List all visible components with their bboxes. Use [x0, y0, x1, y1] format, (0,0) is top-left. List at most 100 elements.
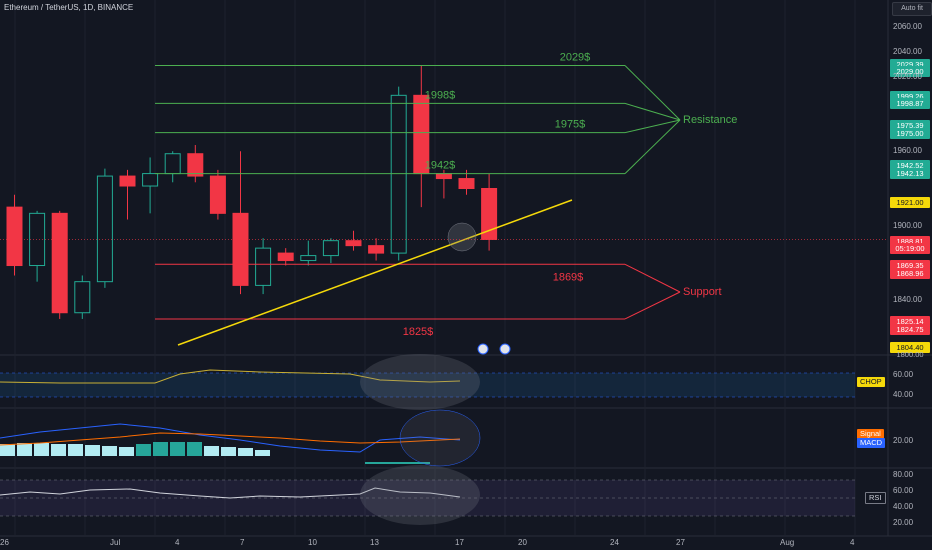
date-tick: 24: [610, 538, 619, 547]
rsi-line: [0, 487, 461, 499]
candle-body: [458, 178, 475, 189]
macd-hist-bar: [365, 462, 430, 464]
macd-hist-bar: [85, 445, 100, 456]
highlight-circle: [447, 222, 477, 252]
rsi-tick: 40.00: [893, 502, 914, 511]
candle-body: [277, 252, 294, 262]
macd-tag: MACD: [857, 438, 886, 448]
macd-hist-bar: [136, 444, 151, 456]
candle-body: [232, 212, 249, 286]
resistance-pointer: [624, 119, 681, 134]
price-tick: 2060.00: [893, 22, 922, 31]
candle-body: [187, 153, 204, 177]
resistance-pointer: [624, 102, 681, 121]
highlight-ellipse: [360, 354, 480, 410]
symbol-title: Ethereum / TetherUS, 1D, BINANCE: [4, 3, 134, 12]
signal-line: [0, 432, 461, 446]
rsi-tick: 80.00: [893, 470, 914, 479]
macd-hist-bar: [221, 447, 236, 456]
price-tick: 1960.00: [893, 146, 922, 156]
price-tick: 2020.00: [893, 71, 922, 81]
rsi-tick: 60.00: [893, 486, 914, 495]
resistance-pointer: [624, 65, 681, 121]
candle-body: [255, 247, 272, 286]
price-tag: 1942.13: [890, 168, 930, 179]
highlight-ellipse: [360, 465, 480, 525]
candle-body: [29, 212, 46, 267]
candle-body: [345, 240, 362, 247]
macd-hist-bar: [238, 448, 253, 456]
date-tick: 17: [455, 538, 464, 547]
macd-hist-bar: [119, 447, 134, 456]
macd-hist-bar: [170, 442, 185, 456]
macd-hist-bar: [204, 446, 219, 456]
price-tag: 1999.26: [890, 91, 930, 102]
resistance-pointer: [624, 119, 681, 174]
price-tag: 2029.39: [890, 59, 930, 70]
price-tag: 2029.00: [890, 66, 930, 77]
resistance-level-label: 1942$: [425, 160, 456, 172]
rsi-tick: 20.00: [893, 518, 914, 527]
highlight-ellipse: [399, 409, 481, 467]
price-tag: 1975.39: [890, 120, 930, 131]
chop-tick: 40.00: [893, 390, 914, 399]
macd-hist-bar: [68, 444, 83, 456]
support-pointer: [624, 263, 681, 293]
candle-body: [51, 212, 68, 314]
chop-tag: CHOP: [857, 377, 885, 387]
price-tag: 1869.35: [890, 260, 930, 271]
resistance-level-label: 2029$: [560, 52, 591, 64]
date-tick: 7: [240, 538, 245, 547]
support-pointer: [624, 291, 681, 320]
price-tag: 1975.00: [890, 128, 930, 139]
date-tick: 13: [370, 538, 379, 547]
resistance-label: Resistance: [683, 114, 737, 126]
candle-body: [74, 281, 91, 314]
price-tag: 1824.75: [890, 324, 930, 335]
date-tick: 27: [676, 538, 685, 547]
candle-body: [435, 173, 452, 180]
macd-hist-bar: [102, 446, 117, 456]
macd-line: [0, 423, 461, 453]
macd-hist-bar: [17, 443, 32, 456]
date-tick: 10: [308, 538, 317, 547]
price-tag: 1825.14: [890, 316, 930, 327]
candle-body: [209, 175, 226, 214]
auto-fit-button[interactable]: Auto fit: [892, 2, 932, 16]
macd-hist-bar: [187, 442, 202, 456]
resistance-level-label: 1975$: [555, 119, 586, 131]
date-tick: 4: [175, 538, 180, 547]
price-tag: 1888.81: [890, 236, 930, 247]
macd-hist-bar: [34, 443, 49, 456]
price-tag: 1942.52: [890, 160, 930, 171]
candle-body: [390, 94, 407, 254]
date-tick: 4: [850, 538, 855, 547]
chop-line: [0, 369, 461, 384]
price-tag: 1868.96: [890, 268, 930, 279]
event-flag-icon: [499, 343, 511, 355]
price-tag: 05:19:00: [890, 243, 930, 254]
support-level-label: 1825$: [403, 326, 434, 338]
price-tick: 1840.00: [893, 295, 922, 305]
event-flag-icon: [477, 343, 489, 355]
macd-hist-bar: [0, 444, 15, 456]
date-tick: 20: [518, 538, 527, 547]
candle-body: [142, 173, 159, 187]
date-tick: 26: [0, 538, 9, 547]
macd-hist-bar: [255, 450, 270, 456]
date-tick: Jul: [110, 538, 121, 547]
candle-body: [96, 175, 113, 283]
price-tag: 1804.40: [890, 342, 930, 353]
candle-body: [322, 240, 339, 257]
candle-body: [300, 255, 317, 262]
macd-tick: 20.00: [893, 436, 914, 445]
chop-band: [0, 373, 855, 397]
resistance-level-label: 1998$: [425, 89, 456, 101]
support-label: Support: [683, 286, 722, 298]
price-tick: 1900.00: [893, 220, 922, 230]
candle-body: [368, 245, 385, 254]
rsi-tag: RSI: [865, 492, 886, 504]
price-tag: 1921.00: [890, 197, 930, 208]
